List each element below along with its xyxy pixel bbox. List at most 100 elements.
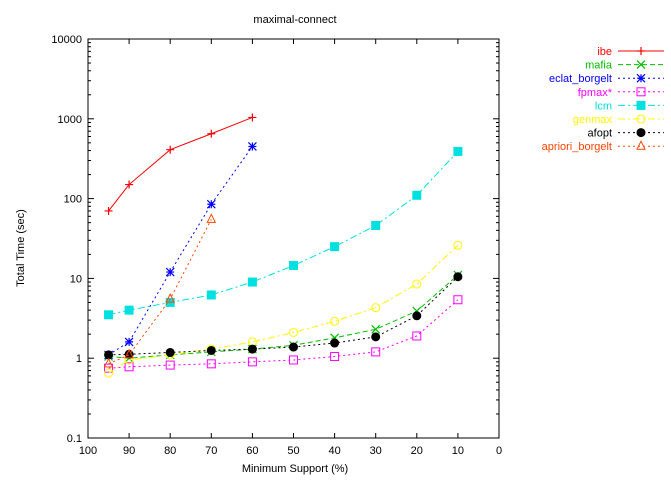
series-line: [108, 276, 459, 356]
x-tick-label: 20: [411, 445, 423, 457]
series-line: [108, 219, 212, 365]
data-point: [289, 342, 298, 352]
data-point: [453, 146, 463, 156]
data-point: [206, 213, 217, 223]
plot-frame: [87, 38, 500, 439]
data-point: [412, 331, 422, 341]
plot-area: [103, 113, 463, 378]
series-line: [108, 116, 253, 212]
y-tick-label: 0.1: [67, 433, 82, 445]
series-fpmax-: [104, 295, 463, 373]
data-point: [124, 305, 134, 315]
data-point: [247, 344, 257, 354]
y-tick-label: 100: [64, 194, 82, 206]
series-line: [108, 299, 459, 369]
data-point: [125, 180, 134, 189]
data-point: [247, 357, 257, 367]
data-point: [206, 345, 216, 355]
data-point: [371, 332, 381, 342]
data-point: [371, 221, 381, 231]
series-genmax: [104, 240, 463, 378]
x-tick-label: 90: [123, 445, 135, 457]
data-point: [247, 277, 257, 287]
legend-label: lcm: [595, 100, 612, 112]
data-point: [371, 347, 381, 357]
data-point: [412, 190, 422, 200]
legend-marker: [636, 73, 646, 83]
series-lcm: [104, 146, 463, 320]
data-point: [453, 240, 463, 250]
data-point: [207, 129, 216, 138]
x-tick-label: 50: [287, 445, 299, 457]
data-point: [371, 324, 381, 334]
x-tick-label: 70: [205, 445, 217, 457]
legend-label: ibe: [597, 46, 612, 58]
data-point: [289, 327, 298, 337]
data-point: [104, 310, 114, 320]
data-point: [103, 357, 114, 368]
data-point: [165, 360, 175, 370]
x-tick-label: 10: [452, 445, 464, 457]
series-ibe: [104, 113, 257, 215]
y-tick-label: 10000: [51, 34, 82, 46]
data-point: [165, 267, 175, 277]
legend-label: fpmax*: [578, 87, 613, 99]
legend-label: afopt: [588, 128, 612, 140]
legend-label: mafia: [585, 60, 613, 72]
legend-label: genmax: [573, 114, 613, 126]
x-tick-label: 0: [496, 445, 502, 457]
legend-marker: [636, 128, 646, 138]
data-point: [124, 362, 134, 372]
chart-title: maximal-connect: [253, 14, 336, 26]
data-point: [206, 199, 216, 209]
y-tick-label: 1: [76, 353, 82, 365]
data-point: [289, 355, 298, 365]
x-tick-label: 80: [164, 445, 176, 457]
series-line: [108, 274, 459, 359]
legend-marker: [637, 47, 645, 55]
data-point: [289, 261, 298, 271]
legend-marker: [636, 140, 646, 150]
data-point: [371, 303, 381, 313]
series-eclat-borgelt: [104, 142, 257, 360]
series-mafia: [104, 270, 463, 363]
data-point: [166, 145, 175, 154]
x-tick-label: 30: [370, 445, 382, 457]
legend-label: apriori_borgelt: [542, 141, 612, 153]
x-tick-label: 100: [79, 445, 97, 457]
data-point: [206, 290, 216, 300]
data-point: [206, 359, 216, 369]
legend-marker: [636, 114, 646, 124]
x-tick-label: 40: [328, 445, 340, 457]
legend-marker: [636, 60, 646, 70]
data-point: [330, 352, 340, 362]
data-point: [124, 337, 134, 347]
data-point: [165, 347, 175, 357]
data-point: [104, 363, 114, 373]
x-tick-label: 60: [246, 445, 258, 457]
data-point: [453, 272, 463, 282]
data-point: [412, 279, 422, 289]
legend-marker: [636, 100, 646, 110]
data-point: [412, 311, 422, 321]
data-point: [124, 348, 134, 359]
data-point: [165, 293, 176, 303]
y-tick-label: 10: [70, 273, 82, 285]
y-tick-label: 1000: [58, 114, 82, 126]
series-line: [108, 244, 459, 374]
data-point: [104, 350, 114, 360]
series-apriori-borgelt: [103, 213, 217, 368]
data-point: [247, 142, 257, 151]
legend-label: eclat_borgelt: [549, 73, 612, 85]
data-point: [104, 206, 113, 215]
data-point: [453, 295, 463, 305]
data-point: [104, 368, 114, 378]
y-axis-label: Total Time (sec): [15, 209, 27, 287]
data-point: [330, 338, 340, 348]
series-line: [108, 146, 253, 356]
series-afopt: [104, 272, 463, 360]
data-point: [248, 113, 257, 122]
